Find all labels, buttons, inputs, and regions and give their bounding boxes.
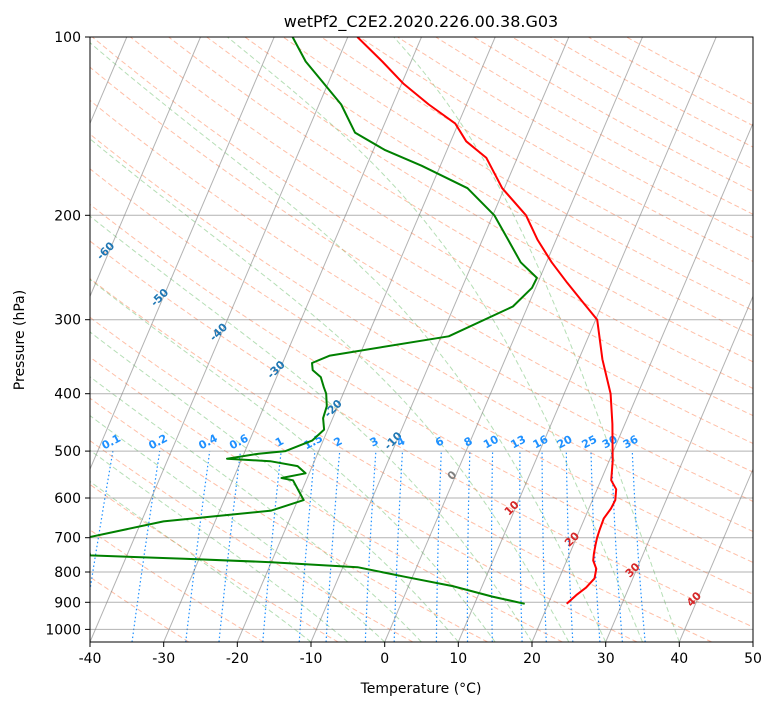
moist-adiabat-line <box>90 138 570 642</box>
y-axis-label: Pressure (hPa) <box>12 290 28 390</box>
x-tick-label: -20 <box>226 651 249 667</box>
pressure-gridlines <box>90 37 753 630</box>
skewed-isotherms <box>90 37 753 642</box>
dry-adiabat-line <box>90 133 753 533</box>
dry-adiabat-line <box>90 483 339 642</box>
x-tick-label: 50 <box>744 651 762 667</box>
isotherm-line <box>531 122 753 642</box>
mixing-ratio-line <box>185 451 211 642</box>
moist-adiabat-line <box>90 376 422 642</box>
y-tick-label: 700 <box>54 531 81 547</box>
y-tick-label: 500 <box>54 444 81 460</box>
dry-adiabat-line <box>206 37 753 363</box>
dry-adiabat-line <box>244 37 753 337</box>
dry-adiabat-line <box>90 397 488 642</box>
x-tick-label: 0 <box>380 651 389 667</box>
isotherm-line <box>310 37 570 642</box>
y-tick-label: 600 <box>54 491 81 507</box>
isotherm-line <box>236 37 496 642</box>
dry-adiabat-line <box>90 529 264 642</box>
dry-adiabat-line <box>90 66 753 473</box>
y-tick-label: 1000 <box>45 622 81 638</box>
x-tick-label: 10 <box>449 651 467 667</box>
moist-adiabat-line <box>227 37 643 642</box>
y-tick-label: 300 <box>54 313 81 329</box>
dry-adiabat-line <box>282 37 753 312</box>
isotherm-label: -80 <box>0 144 11 167</box>
dewpoint-line <box>90 37 538 605</box>
moist-adiabat-line <box>90 449 349 642</box>
isotherm-line <box>90 37 275 471</box>
x-axis-ticks: -40 -30 -20 -10 0 10 20 30 40 50 <box>79 642 762 667</box>
isotherm-line <box>752 640 753 642</box>
isotherm-line <box>384 37 643 642</box>
x-tick-label: -40 <box>79 651 102 667</box>
mixing-ratio-label: 36 <box>621 433 641 452</box>
plot-frame <box>89 36 754 643</box>
dry-adiabat-line <box>90 316 638 642</box>
y-tick-label: 800 <box>54 565 81 581</box>
dry-adiabat-line <box>90 203 753 595</box>
profile-series <box>90 37 618 605</box>
dry-adiabat-line <box>90 240 753 628</box>
mixing-ratio-line <box>218 451 242 642</box>
mixing-ratio-label: 13 <box>508 433 528 452</box>
isotherm-line <box>163 37 422 642</box>
dry-adiabat-line <box>90 168 753 563</box>
y-tick-label: 400 <box>54 387 81 403</box>
isotherm-line <box>457 37 717 642</box>
y-axis-ticks: 100 200 300 400 500 600 700 800 900 1000 <box>45 30 90 638</box>
isotherm-line <box>90 37 201 298</box>
mixing-ratio-label: 16 <box>531 433 551 452</box>
x-tick-label: 30 <box>597 651 615 667</box>
isotherm-line <box>678 467 753 642</box>
dry-adiabat-line <box>90 99 753 502</box>
dry-adiabat-line <box>90 278 712 642</box>
moist-adiabat-line <box>90 278 496 642</box>
mixing-ratio-label: 10 <box>481 433 501 452</box>
moist-adiabat-line <box>90 415 386 642</box>
mixing-ratio-label: 30 <box>600 433 620 452</box>
mixing-ratio-label: 20 <box>555 433 575 452</box>
y-tick-label: 900 <box>54 595 81 611</box>
x-tick-label: 40 <box>670 651 688 667</box>
x-tick-label: 20 <box>523 651 541 667</box>
y-tick-label: 100 <box>54 30 81 46</box>
dry-adiabat-line <box>90 356 563 642</box>
y-tick-label: 200 <box>54 208 81 224</box>
x-axis-label: Temperature (°C) <box>360 681 482 697</box>
mixing-ratio-line <box>631 451 646 642</box>
isotherm-line <box>605 295 753 642</box>
mixing-ratio-line <box>262 451 282 642</box>
x-tick-label: -10 <box>300 651 323 667</box>
isotherm-line <box>90 37 349 642</box>
x-tick-label: -30 <box>152 651 175 667</box>
mixing-ratio-line <box>90 450 114 594</box>
mixing-ratio-label: 25 <box>580 433 600 452</box>
mixing-ratio-line <box>298 451 316 642</box>
temperature-line <box>356 37 618 605</box>
dry-adiabat-line <box>168 37 753 389</box>
plot-background <box>90 37 753 642</box>
chart-title: wetPf2_C2E2.2020.226.00.38.G03 <box>284 12 558 32</box>
